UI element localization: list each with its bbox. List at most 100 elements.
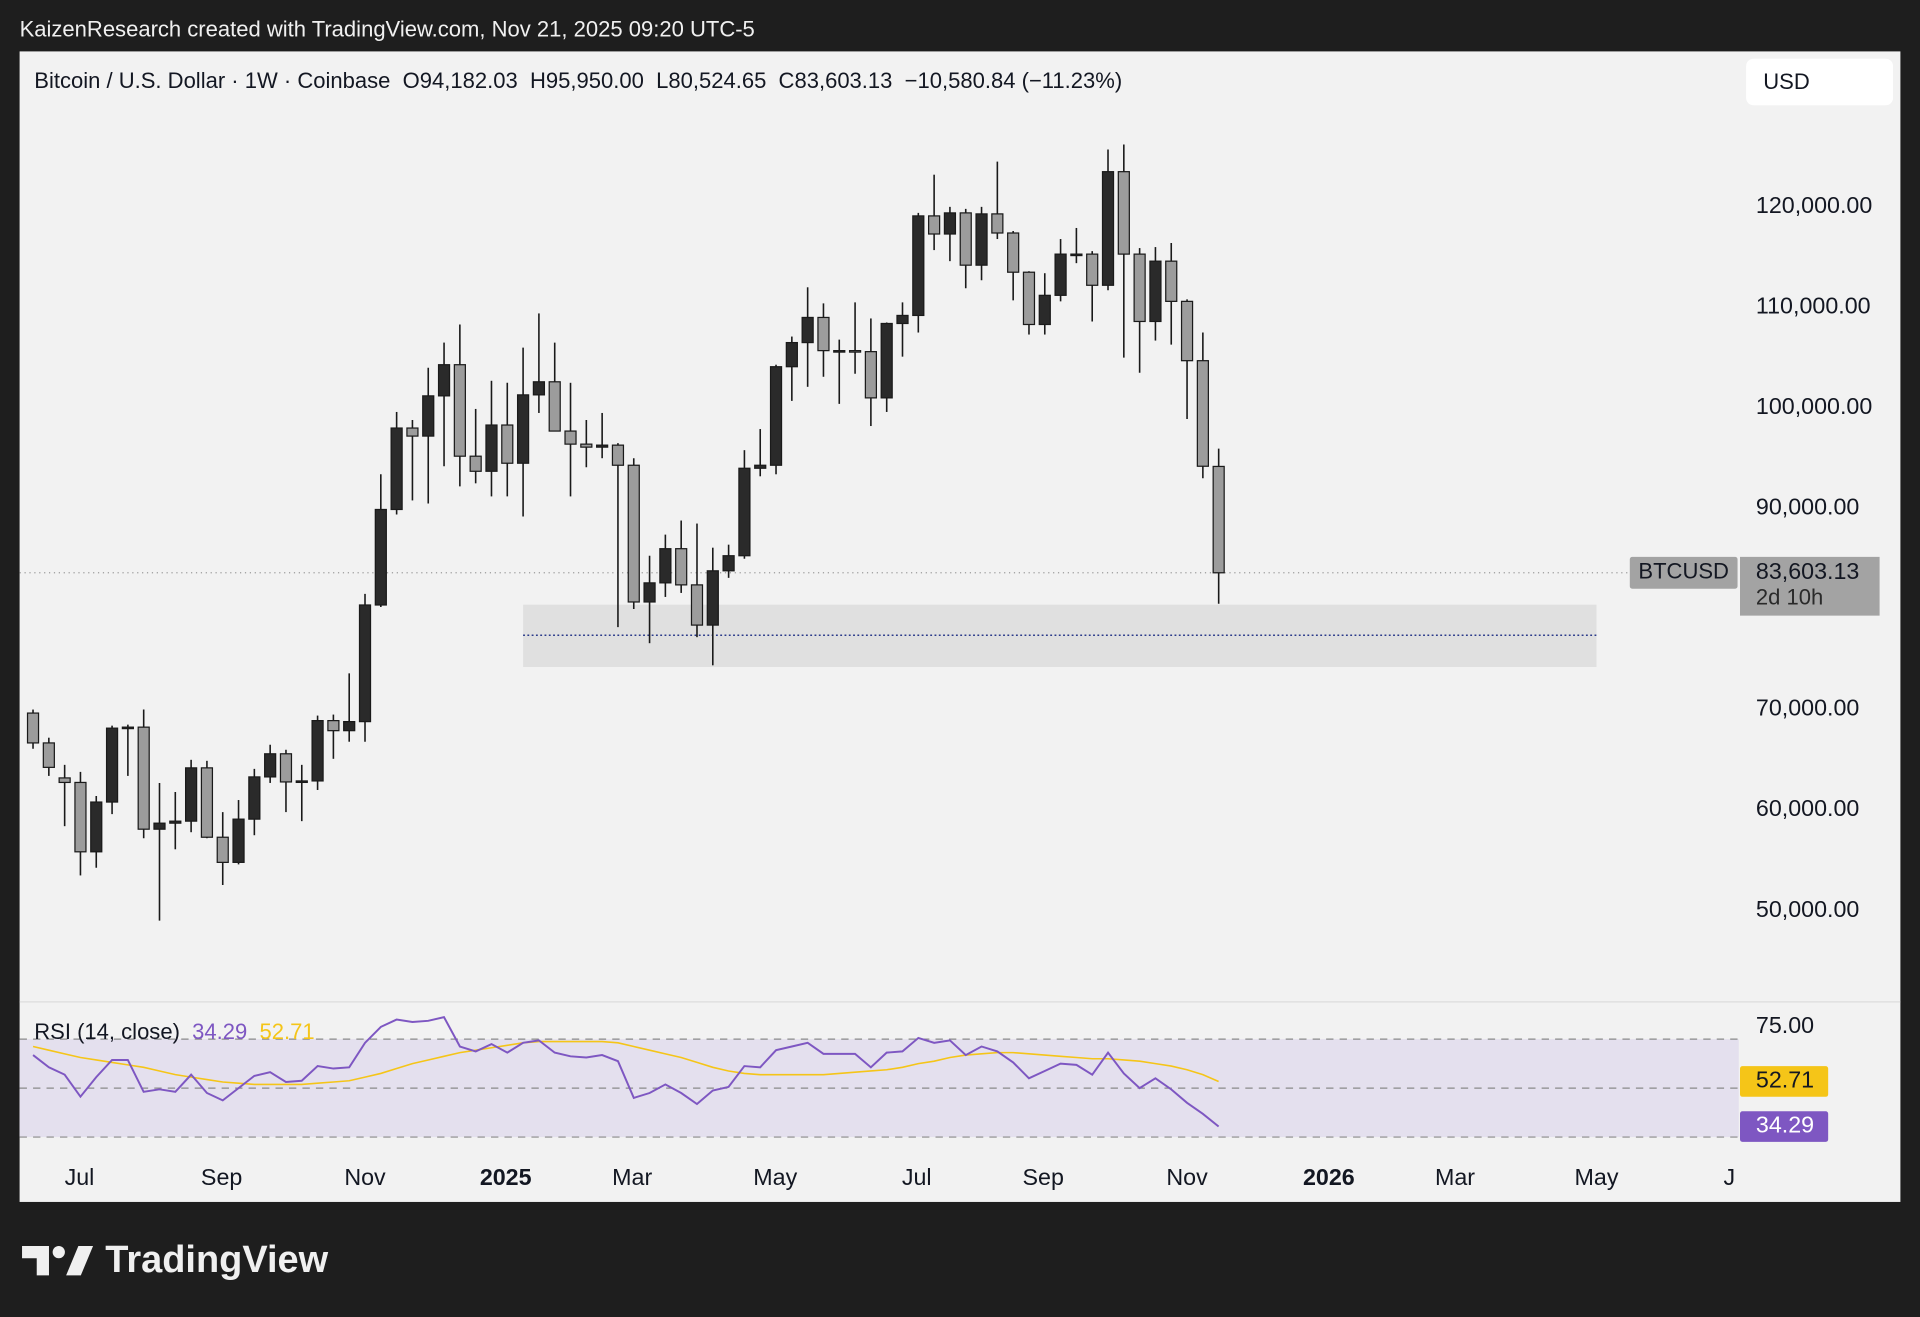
x-tick-label: J xyxy=(1723,1164,1735,1190)
candle-body xyxy=(469,455,482,472)
candle-body xyxy=(1038,294,1051,326)
candle-body xyxy=(327,719,340,732)
candle-body xyxy=(975,213,988,266)
rsi-title: RSI (14, close) xyxy=(34,1019,180,1044)
candle-body xyxy=(943,212,957,235)
plot: Bitcoin / U.S. Dollar · 1W · Coinbase O94… xyxy=(19,68,1880,1190)
candle-body xyxy=(105,727,119,803)
x-tick-label: May xyxy=(753,1164,797,1190)
x-tick-label: 2026 xyxy=(1303,1164,1355,1190)
y-tick-label: 110,000.00 xyxy=(1756,293,1871,319)
legend-change: −10,580.84 (−11.23%) xyxy=(905,68,1123,93)
candle-body xyxy=(785,341,798,368)
candle-body xyxy=(722,555,735,572)
y-tick-label: 90,000.00 xyxy=(1756,494,1860,520)
legend-ohlc: L80,524.65 xyxy=(656,68,766,93)
rsi-value-tag: 34.29 xyxy=(1756,1112,1814,1138)
brand-logo xyxy=(22,1246,94,1276)
candle-body xyxy=(1022,271,1036,326)
candle-body xyxy=(343,721,356,732)
candle-body xyxy=(374,508,387,606)
candle-body xyxy=(248,776,261,820)
x-tick-label: Nov xyxy=(344,1164,386,1190)
candle-body xyxy=(485,424,498,472)
candle-body xyxy=(153,822,166,830)
candle-body xyxy=(453,364,466,457)
currency-button[interactable] xyxy=(1746,58,1894,106)
candle-body xyxy=(1180,300,1194,362)
x-tick-label: Mar xyxy=(1435,1164,1475,1190)
candle-body xyxy=(896,314,909,325)
candle-body xyxy=(1070,253,1083,257)
candle-body xyxy=(754,464,767,469)
candle-body xyxy=(1133,253,1146,323)
candle-body xyxy=(659,548,672,584)
y-tick-label: 120,000.00 xyxy=(1756,192,1872,218)
candle-body xyxy=(817,316,830,352)
legend-symbol: Bitcoin / U.S. Dollar · 1W · Coinbase xyxy=(34,68,390,93)
x-tick-label: Sep xyxy=(1023,1164,1064,1190)
candle-body xyxy=(42,742,55,768)
candle-body xyxy=(121,726,135,730)
rsi-legend-value: 34.29 xyxy=(192,1019,247,1044)
currency-label: USD xyxy=(1763,69,1809,94)
candle-body xyxy=(516,394,530,464)
candle-body xyxy=(1086,253,1099,286)
legend-ohlc: O94,182.03 xyxy=(403,68,518,93)
candle-body xyxy=(358,604,372,723)
candle-body xyxy=(801,316,814,344)
legend-ohlc: C83,603.13 xyxy=(779,68,893,93)
candle-body xyxy=(137,726,150,830)
logo-slash xyxy=(66,1246,94,1276)
x-tick-label: Jul xyxy=(902,1164,932,1190)
rsi-tick-label: 75.00 xyxy=(1756,1012,1814,1038)
candle-body xyxy=(406,427,419,437)
brand-name: TradingView xyxy=(105,1239,328,1281)
candle-body xyxy=(706,570,719,626)
rsi-legend-value: 52.71 xyxy=(260,1019,315,1044)
candle-body xyxy=(264,753,277,778)
candle-body xyxy=(184,767,198,822)
candle-body xyxy=(611,444,625,466)
candle-body xyxy=(279,753,293,783)
candle-body xyxy=(738,467,751,557)
candle-body xyxy=(833,350,846,353)
banner: KaizenResearch created with TradingView.… xyxy=(20,16,755,41)
rsi-line xyxy=(32,1040,1219,1086)
symbol-tag: BTCUSD xyxy=(1638,559,1729,584)
candle-body xyxy=(643,582,656,603)
rsi-value-tag-bg xyxy=(1740,1066,1829,1097)
candle-body xyxy=(422,395,435,437)
candle-body xyxy=(200,767,214,838)
candle-body xyxy=(596,444,609,448)
candle-body xyxy=(26,712,40,744)
price-tag: 83,603.13 xyxy=(1756,558,1859,584)
candle-body xyxy=(1165,260,1178,302)
candle-body xyxy=(74,781,87,853)
y-tick-label: 100,000.00 xyxy=(1756,393,1872,419)
candle-body xyxy=(90,801,103,853)
candle-body xyxy=(690,584,704,626)
candle-body xyxy=(880,322,893,399)
candle-body xyxy=(169,820,182,824)
price-tag-bg xyxy=(1740,556,1880,616)
legend: Bitcoin / U.S. Dollar · 1W · Coinbase O94… xyxy=(34,68,1122,93)
candle-body xyxy=(1149,260,1162,323)
candle-body xyxy=(959,212,972,266)
x-tick-label: Mar xyxy=(612,1164,652,1190)
legend-ohlc: H95,950.00 xyxy=(530,68,644,93)
candle-body xyxy=(1196,360,1209,467)
candle-body xyxy=(1101,171,1115,286)
candle-body xyxy=(532,381,546,396)
candle-body xyxy=(991,213,1004,234)
candle-body xyxy=(216,836,229,863)
x-tick-label: 2025 xyxy=(480,1164,532,1190)
y-tick-label: 70,000.00 xyxy=(1756,695,1860,721)
x-tick-label: May xyxy=(1575,1164,1619,1190)
candle-body xyxy=(1054,253,1067,296)
countdown: 2d 10h xyxy=(1756,584,1823,609)
logo-dot xyxy=(52,1246,65,1259)
candle-body xyxy=(912,215,925,317)
rsi-legend: RSI (14, close) 34.29 52.71 xyxy=(34,1019,314,1044)
